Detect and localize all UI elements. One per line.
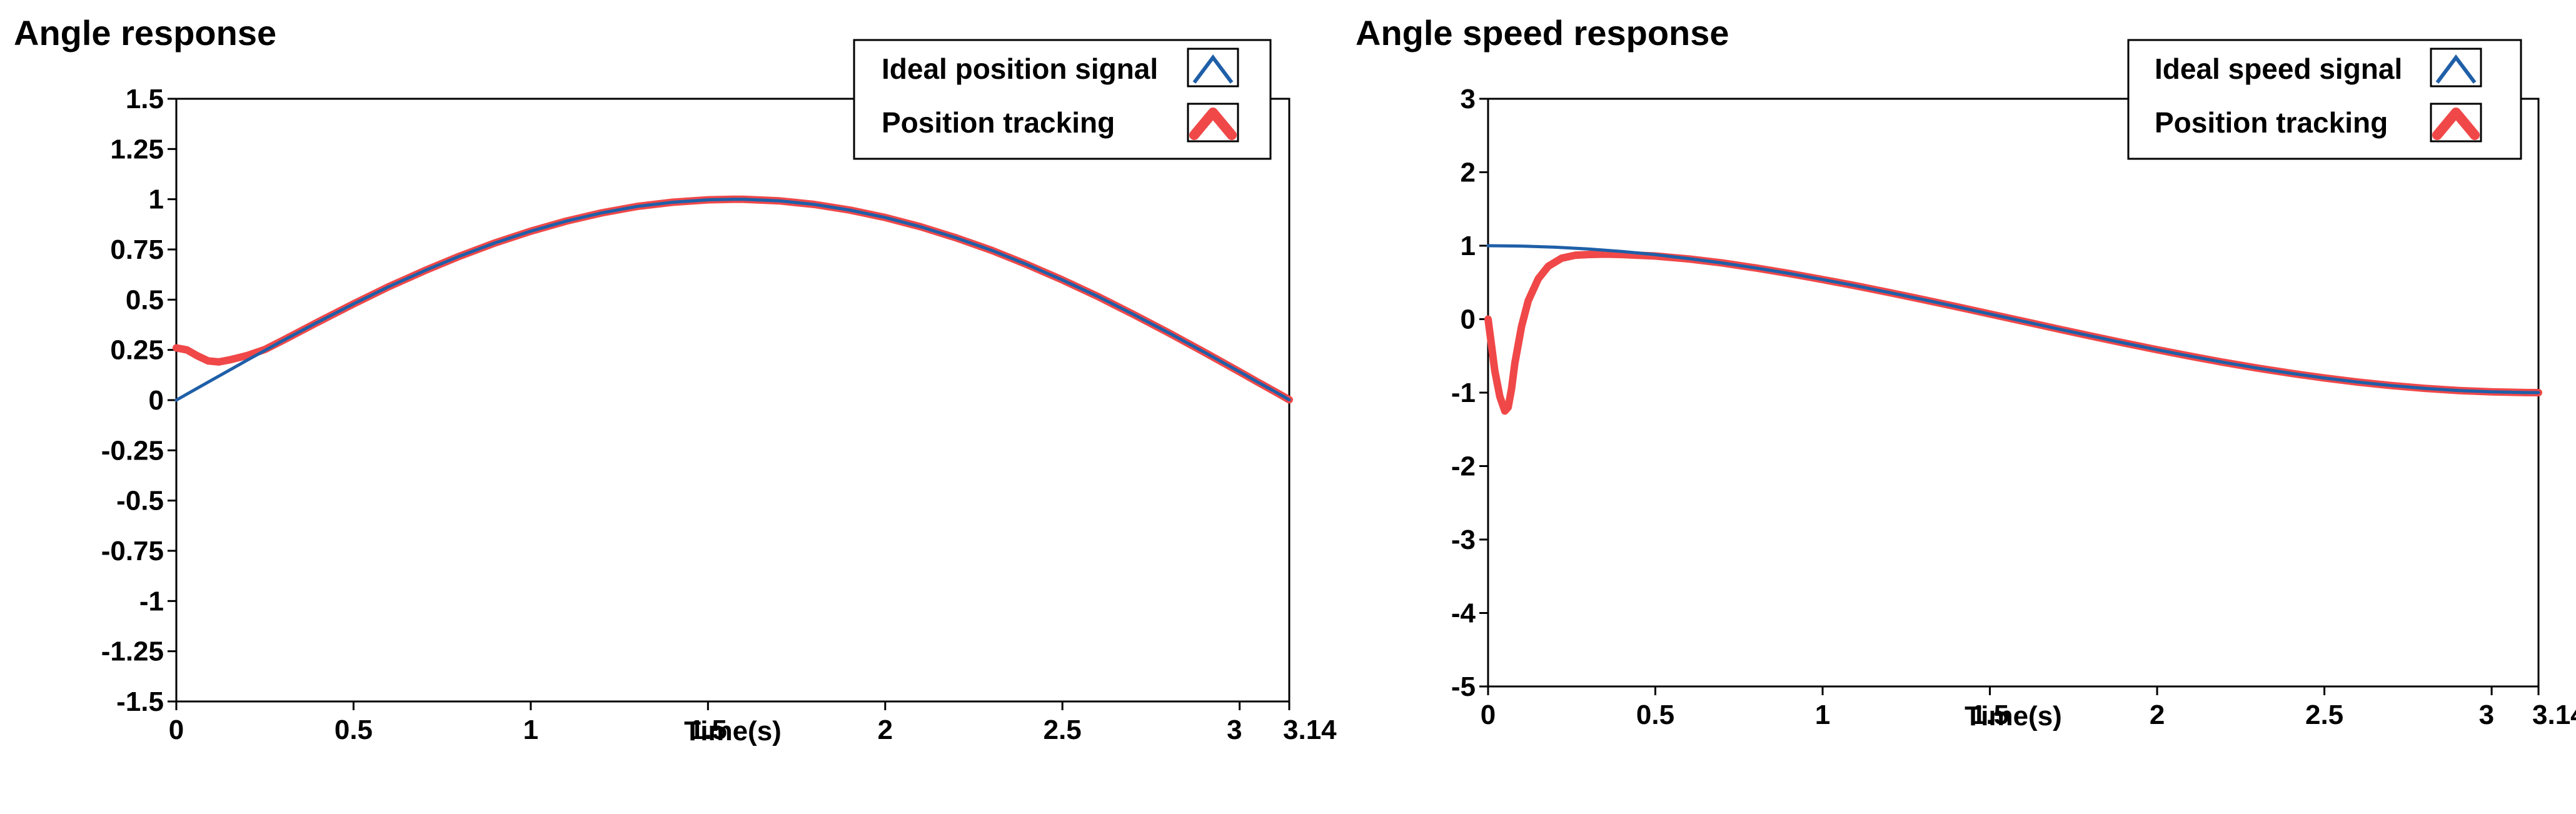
x-tick-label: 1: [523, 715, 538, 745]
y-axis-ticks: 3 2 1 0 -1 -2 -3 -4 -5: [1451, 84, 1488, 702]
y-tick-label: 0.75: [110, 234, 164, 265]
y-tick-label: 0.5: [126, 284, 164, 315]
x-axis-ticks: 0 0.5 1 1.5 2 2.5 3 3.14: [169, 701, 1337, 745]
series-line-ideal: [174, 198, 1291, 402]
x-tick-label: 2.5: [2305, 700, 2343, 730]
x-tick-label: 2.5: [1044, 715, 1082, 745]
x-axis-ticks: 0 0.5 1 1.5 2 2.5 3 3.14: [1481, 686, 2576, 730]
x-tick-label: 0.5: [335, 715, 373, 745]
x-tick-label: 2: [2150, 700, 2165, 730]
legend-label-ideal-speed: Ideal speed signal: [2155, 53, 2402, 85]
y-tick-label: 1.5: [126, 84, 164, 114]
y-axis-ticks: 1.5 1.25 1 0.75 0.5 0.25 0 -0.25 -0.5 -0.75 -1 -1.2…: [101, 84, 176, 717]
x-tick-label: 2: [878, 715, 893, 745]
x-tick-label: 0: [1481, 700, 1496, 730]
legend-label-position-tracking: Position tracking: [2155, 106, 2388, 139]
y-tick-label: 1: [1461, 231, 1476, 261]
series-lines: [173, 195, 1293, 404]
x-tick-label: 3.14: [2532, 700, 2576, 730]
series-lines: [1484, 244, 2542, 415]
y-tick-label: -5: [1451, 671, 1476, 702]
y-tick-label: 3: [1461, 84, 1476, 114]
x-tick-label: 1.5: [1971, 700, 2009, 730]
x-axis-label: Time(s): [1965, 701, 2062, 731]
legend: Ideal position signal Position tracking: [853, 39, 1272, 160]
y-tick-label: -4: [1451, 598, 1476, 629]
y-tick-label: -2: [1451, 451, 1476, 482]
chart-title: Angle response: [14, 13, 276, 53]
x-tick-label: 3: [2479, 700, 2494, 730]
y-tick-label: -1.5: [116, 686, 164, 717]
y-tick-label: 0.25: [110, 335, 164, 366]
y-tick-label: 1.25: [110, 134, 164, 164]
x-tick-label: 1.5: [689, 715, 727, 745]
legend-label-position-tracking: Position tracking: [882, 106, 1115, 139]
chart-title: Angle speed response: [1356, 13, 1729, 53]
y-tick-label: -1: [139, 586, 164, 616]
y-tick-label: -1: [1451, 378, 1476, 408]
y-tick-label: -3: [1451, 525, 1476, 555]
y-tick-label: -1.25: [101, 636, 164, 667]
plot-area: [175, 98, 1291, 703]
legend-swatch-ideal-position: [1192, 54, 1234, 84]
y-tick-label: 2: [1461, 158, 1476, 188]
legend-swatch-position-tracking: [2432, 108, 2480, 140]
x-tick-label: 0: [169, 715, 184, 745]
legend: Ideal speed signal Position tracking: [2127, 39, 2522, 160]
series-line-ideal: [1486, 244, 2540, 394]
chart-angle-speed-response: Angle speed response 3 2 1 0 -1 -2 -3 -4 -5 0 0.5…: [1356, 13, 2576, 731]
chart-angle-response: Angle response 1.5 1.25 1 0.75 0.5 0.25 0 -0.25…: [14, 13, 1337, 746]
x-axis-label: Time(s): [684, 716, 782, 746]
y-tick-label: 0: [1461, 304, 1476, 335]
y-tick-label: -0.5: [116, 486, 164, 516]
legend-swatch-ideal-speed: [2435, 54, 2477, 84]
y-tick-label: -0.25: [101, 435, 164, 466]
y-tick-label: -0.75: [101, 536, 164, 566]
legend-swatch-position-tracking: [1189, 108, 1237, 140]
x-tick-label: 3.14: [1283, 715, 1337, 745]
y-tick-label: 1: [149, 184, 164, 215]
legend-label-ideal-position: Ideal position signal: [882, 53, 1158, 85]
x-tick-label: 1: [1815, 700, 1830, 730]
plot-area: [1487, 98, 2540, 688]
x-tick-label: 0.5: [1636, 700, 1674, 730]
x-tick-label: 3: [1227, 715, 1242, 745]
y-tick-label: 0: [149, 385, 164, 416]
